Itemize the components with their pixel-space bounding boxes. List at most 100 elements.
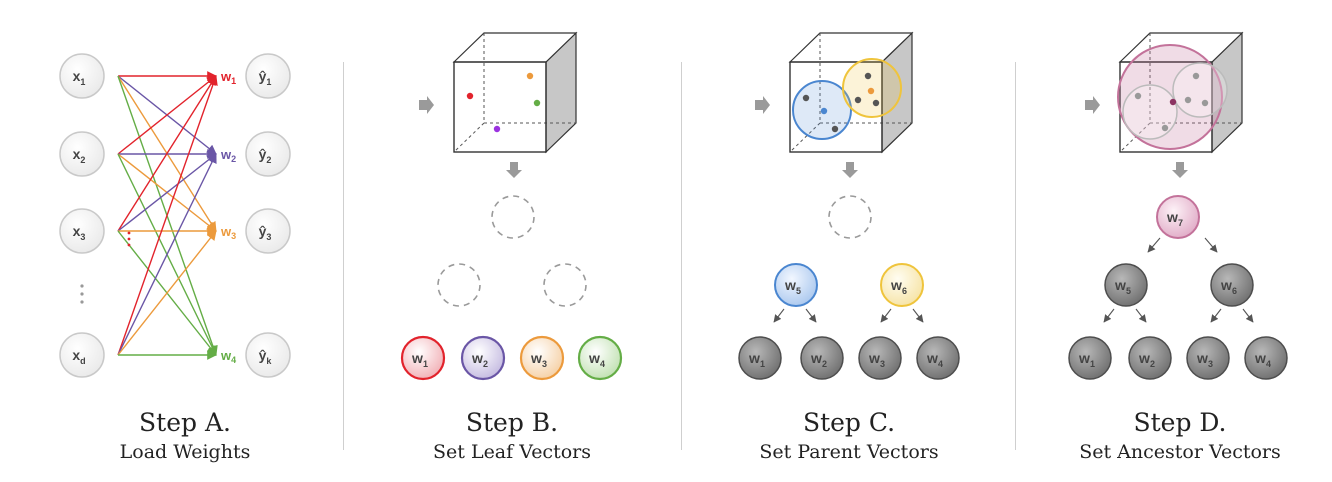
- step-b-empty-root-circle: [491, 195, 535, 239]
- step-b-leaf-w3: w3: [519, 335, 565, 381]
- step-d-leaf-w4-circle: [1244, 336, 1288, 380]
- step-b-empty-parent-1-circle: [437, 263, 481, 307]
- step-c-parent-w6-circle: [880, 263, 924, 307]
- step-d-edge-w5-w2: [1135, 308, 1147, 323]
- step-c-parent-w5: w5: [774, 263, 818, 307]
- output-node-2: ŷ2: [245, 131, 291, 177]
- edge-ellipsis-dot-3: [127, 243, 131, 247]
- step-d-cluster-w5: [1122, 84, 1178, 140]
- step-d-leaf-w1-circle: [1068, 336, 1112, 380]
- edge-ellipsis-dot-2: [127, 237, 131, 241]
- step-d-leaf-w1: w1: [1068, 336, 1112, 380]
- step-a-subtitle: Load Weights: [119, 441, 251, 463]
- step-b-cube-front: [453, 61, 547, 153]
- weight-label-w2: w2: [220, 147, 236, 164]
- step-c-cube-front: [789, 61, 883, 153]
- step-c-point-2: [831, 125, 839, 133]
- step-c-parent-w5-circle: [774, 263, 818, 307]
- step-b-leaf-w3-circle: [519, 335, 565, 381]
- output-node-4-circle: [245, 332, 291, 378]
- step-c-caption: Step C. Set Parent Vectors: [739, 408, 959, 463]
- output-node-2-circle: [245, 131, 291, 177]
- edge-x2-w1-red: [117, 75, 217, 155]
- edge-x4-w3-orange: [117, 230, 217, 356]
- step-d-parent-w5: w5: [1104, 263, 1148, 307]
- step-d-leaf-w2: w2: [1128, 336, 1172, 380]
- step-c-subtitle: Set Parent Vectors: [759, 441, 939, 463]
- output-node-3-circle: [245, 208, 291, 254]
- step-d-point-1: [1134, 92, 1142, 100]
- step-d-edge-w7-w5: [1147, 237, 1161, 253]
- step-b-cube-input-arrow: [419, 96, 434, 114]
- step-c-edge-w5-w2: [805, 308, 817, 323]
- step-b-point-orange: [526, 72, 534, 80]
- step-b-cube-down-arrow: [506, 162, 522, 178]
- output-node-3: ŷ3: [245, 208, 291, 254]
- step-c-point-1: [802, 94, 810, 102]
- step-d-cluster-w6: [1172, 62, 1228, 118]
- step-b-leaf-w1: w1: [400, 335, 446, 381]
- step-c-point-4: [872, 99, 880, 107]
- edge-x4-w2-purple: [117, 153, 217, 356]
- input-ellipsis-dot-1: [80, 284, 84, 288]
- step-c-leaf-w2-circle: [800, 336, 844, 380]
- step-b-empty-parent-2: [543, 263, 587, 307]
- step-b-leaf-w4-circle: [577, 335, 623, 381]
- step-c-point-centroid-blue: [820, 107, 828, 115]
- step-d-edge-w5-w1: [1103, 308, 1115, 323]
- weight-label-w3: w3: [220, 224, 236, 241]
- step-d-edge-w6-w3: [1210, 308, 1222, 323]
- step-d-point-4: [1201, 99, 1209, 107]
- step-c-leaf-w1: w1: [738, 336, 782, 380]
- step-b-empty-root: [491, 195, 535, 239]
- edge-x4-w1-red: [117, 75, 218, 356]
- step-d-root-w7: w7: [1156, 195, 1200, 239]
- step-d-leaf-w3: w3: [1186, 336, 1230, 380]
- step-a-caption: Step A. Load Weights: [85, 408, 285, 463]
- step-c-cube-down-arrow: [842, 162, 858, 178]
- input-ellipsis-dot-2: [80, 292, 84, 296]
- step-d-cluster-ancestor: [1117, 44, 1223, 150]
- step-d-cube-front: [1119, 61, 1213, 153]
- weight-label-w1: w1: [220, 69, 236, 86]
- step-c-point-5: [854, 96, 862, 104]
- step-d-point-centroid: [1169, 98, 1177, 106]
- step-b-caption: Step B. Set Leaf Vectors: [412, 408, 612, 463]
- step-c-cube-input-arrow: [755, 96, 770, 114]
- step-c-parent-w6: w6: [880, 263, 924, 307]
- step-a-title: Step A.: [139, 408, 231, 437]
- step-b-point-red: [466, 92, 474, 100]
- divider-b-c: [681, 62, 682, 450]
- step-c-leaf-w4: w4: [916, 336, 960, 380]
- divider-a-b: [343, 62, 344, 450]
- step-d-cube-down-arrow: [1172, 162, 1188, 178]
- step-c-title: Step C.: [802, 408, 896, 437]
- step-c-empty-root: [828, 195, 872, 239]
- step-c-leaf-w2: w2: [800, 336, 844, 380]
- input-node-3-circle: [59, 208, 105, 254]
- step-c-leaf-w3-circle: [858, 336, 902, 380]
- input-node-4: xd: [59, 332, 105, 378]
- step-b-empty-parent-1: [437, 263, 481, 307]
- step-d-point-5: [1184, 96, 1192, 104]
- step-d-leaf-w2-circle: [1128, 336, 1172, 380]
- step-d-leaf-w4: w4: [1244, 336, 1288, 380]
- input-node-1: x1: [59, 53, 105, 99]
- step-d-leaf-w3-circle: [1186, 336, 1230, 380]
- step-b-leaf-w1-circle: [400, 335, 446, 381]
- step-b-title: Step B.: [465, 408, 559, 437]
- edge-x3-w1-red: [117, 75, 217, 232]
- divider-c-d: [1015, 62, 1016, 450]
- output-node-1-circle: [245, 53, 291, 99]
- step-d-parent-w6-circle: [1210, 263, 1254, 307]
- step-d-caption: Step D. Set Ancestor Vectors: [1060, 408, 1300, 463]
- input-node-1-circle: [59, 53, 105, 99]
- step-d-edge-w6-w4: [1242, 308, 1254, 323]
- step-d-point-3: [1192, 72, 1200, 80]
- step-d-cube-input-arrow: [1085, 96, 1100, 114]
- edge-ellipsis-dot-1: [127, 231, 131, 235]
- step-b-cube: [419, 31, 578, 178]
- input-node-2: x2: [59, 131, 105, 177]
- step-c-edge-w5-w1: [773, 308, 785, 323]
